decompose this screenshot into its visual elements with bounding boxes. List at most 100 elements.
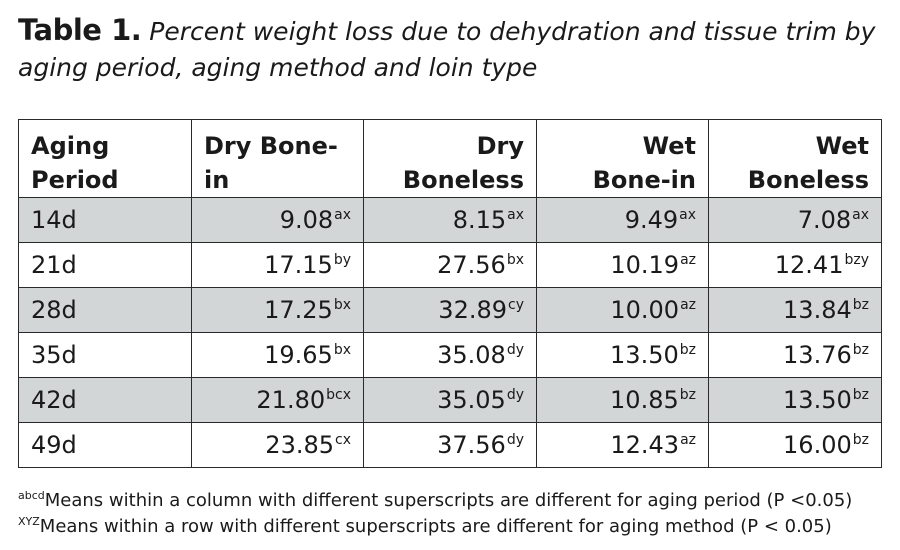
weight-loss-table: Aging Period Dry Bone-in Dry Boneless Wet B… <box>18 119 882 468</box>
aging-period-cell: 14d <box>18 197 192 243</box>
value-superscript: bx <box>333 297 351 313</box>
table-caption: Table 1. Percent weight loss due to dehyd… <box>18 12 888 86</box>
value-superscript: bz <box>679 387 696 403</box>
value-text: 35.08 <box>437 341 506 369</box>
value-cell: 12.41bzy <box>708 242 882 288</box>
header-line: Aging <box>31 132 110 160</box>
aging-period-cell: 21d <box>18 242 192 288</box>
value-cell: 10.19az <box>536 242 709 288</box>
footnote-row: XYZMeans within a row with different sup… <box>18 514 888 540</box>
value-superscript: bx <box>333 342 351 358</box>
header-line: Boneless <box>747 166 869 194</box>
value-text: 7.08 <box>797 206 852 234</box>
value-superscript: ax <box>507 207 524 223</box>
value-cell: 10.00az <box>536 287 709 333</box>
footnote-superscript: XYZ <box>18 515 40 528</box>
table-footnotes: abcdMeans within a column with different… <box>18 488 888 540</box>
value-text: 13.84 <box>783 296 852 324</box>
table-caption-text: Percent weight loss due to dehydration a… <box>18 17 876 82</box>
value-text: 13.50 <box>610 341 679 369</box>
header-wet-boneless: Wet Boneless <box>708 119 882 198</box>
footnote-superscript: abcd <box>18 489 45 502</box>
value-text: 35.05 <box>437 386 506 414</box>
value-superscript: bx <box>506 252 524 268</box>
value-superscript: ax <box>679 207 696 223</box>
value-text: 17.15 <box>264 251 333 279</box>
value-superscript: bz <box>852 387 869 403</box>
value-cell: 9.08ax <box>191 197 364 243</box>
value-text: 23.85 <box>265 431 335 459</box>
value-cell: 10.85bz <box>536 377 709 423</box>
table-header-row: Aging Period Dry Bone-in Dry Boneless Wet B… <box>18 119 882 198</box>
value-cell: 16.00bz <box>708 422 882 468</box>
header-line: Dry <box>476 132 524 160</box>
value-superscript: bz <box>852 432 869 448</box>
value-superscript: bzy <box>844 252 869 268</box>
value-cell: 7.08ax <box>708 197 882 243</box>
value-text: 16.00 <box>783 431 852 459</box>
value-superscript: az <box>680 297 696 313</box>
value-cell: 35.05dy <box>363 377 537 423</box>
value-text: 13.50 <box>783 386 852 414</box>
footnote-column: abcdMeans within a column with different… <box>18 488 888 514</box>
table-caption-label: Table 1. <box>18 13 142 47</box>
header-line: Dry Bone-in <box>204 132 338 194</box>
value-superscript: ax <box>852 207 869 223</box>
value-text: 17.25 <box>264 296 333 324</box>
header-line: Bone-in <box>592 166 696 194</box>
value-text: 32.89 <box>438 296 508 324</box>
value-cell: 35.08dy <box>363 332 537 378</box>
footnote-text: Means within a column with different sup… <box>44 490 853 511</box>
aging-period-cell: 49d <box>18 422 192 468</box>
value-superscript: az <box>680 432 696 448</box>
value-superscript: bcx <box>326 387 351 403</box>
header-line: Wet <box>815 132 869 160</box>
value-text: 12.43 <box>610 431 680 459</box>
value-superscript: cy <box>508 297 524 313</box>
value-superscript: bz <box>852 342 869 358</box>
aging-period-cell: 35d <box>18 332 192 378</box>
table-row: 21d 17.15by 27.56bx 10.19az 12.41bzy <box>18 242 882 288</box>
value-text: 37.56 <box>437 431 506 459</box>
table-row: 14d 9.08ax 8.15ax 9.49ax 7.08ax <box>18 197 882 243</box>
value-text: 9.08 <box>279 206 334 234</box>
header-line: Boneless <box>402 166 524 194</box>
value-cell: 37.56dy <box>363 422 537 468</box>
value-superscript: by <box>333 252 351 268</box>
value-superscript: ax <box>334 207 351 223</box>
value-cell: 12.43az <box>536 422 709 468</box>
value-superscript: dy <box>506 342 524 358</box>
value-text: 10.85 <box>610 386 679 414</box>
value-text: 27.56 <box>437 251 506 279</box>
table-row: 35d 19.65bx 35.08dy 13.50bz 13.76bz <box>18 332 882 378</box>
value-cell: 21.80bcx <box>191 377 364 423</box>
table-row: 42d 21.80bcx 35.05dy 10.85bz 13.50bz <box>18 377 882 423</box>
aging-period-cell: 28d <box>18 287 192 333</box>
value-superscript: bz <box>679 342 696 358</box>
value-text: 19.65 <box>264 341 333 369</box>
value-text: 21.80 <box>256 386 326 414</box>
header-dry-bone-in: Dry Bone-in <box>191 119 364 198</box>
value-cell: 9.49ax <box>536 197 709 243</box>
value-superscript: dy <box>506 387 524 403</box>
header-line: Period <box>31 166 119 194</box>
value-superscript: bz <box>852 297 869 313</box>
value-cell: 19.65bx <box>191 332 364 378</box>
table-body: 14d 9.08ax 8.15ax 9.49ax 7.08ax 21d 17.15by 27.… <box>18 197 882 468</box>
header-aging-period: Aging Period <box>18 119 192 198</box>
header-dry-boneless: Dry Boneless <box>363 119 537 198</box>
value-text: 9.49 <box>624 206 679 234</box>
value-cell: 32.89cy <box>363 287 537 333</box>
header-line: Wet <box>642 132 696 160</box>
header-wet-bone-in: Wet Bone-in <box>536 119 709 198</box>
value-text: 13.76 <box>783 341 852 369</box>
value-text: 12.41 <box>774 251 844 279</box>
value-cell: 27.56bx <box>363 242 537 288</box>
value-text: 10.19 <box>610 251 680 279</box>
value-cell: 13.50bz <box>708 377 882 423</box>
footnote-text: Means within a row with different supers… <box>39 516 832 537</box>
value-cell: 13.76bz <box>708 332 882 378</box>
value-superscript: az <box>680 252 696 268</box>
table-row: 49d 23.85cx 37.56dy 12.43az 16.00bz <box>18 422 882 468</box>
value-superscript: cx <box>335 432 351 448</box>
